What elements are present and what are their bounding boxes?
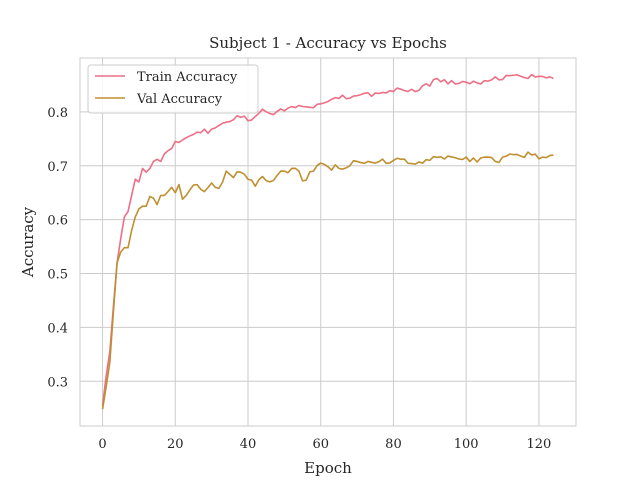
legend-box [87,64,259,114]
legend-label-train-accuracy: Train Accuracy [137,70,238,85]
series-line-val-accuracy [101,151,554,410]
grid-lines [80,58,576,426]
x-tick-label: 20 [167,437,184,452]
y-tick-label: 0.8 [47,106,68,121]
x-tick-label: 80 [385,437,402,452]
x-axis-label: Epoch [304,459,352,477]
x-tick-label: 100 [454,437,479,452]
y-tick-label: 0.3 [47,375,68,390]
x-axis-ticks: 0 20 40 60 80 100 120 [98,437,551,452]
series-lines [101,73,554,410]
series-line-train-accuracy [101,73,554,406]
y-axis-label: Accuracy [19,206,37,278]
x-tick-label: 0 [98,437,106,452]
chart-title: Subject 1 - Accuracy vs Epochs [209,34,447,52]
y-tick-label: 0.5 [47,268,68,283]
x-tick-label: 60 [312,437,329,452]
y-tick-label: 0.7 [47,160,68,175]
plot-area-frame [79,57,577,427]
x-tick-label: 120 [526,437,551,452]
y-axis-ticks: 0.3 0.4 0.5 0.6 0.7 0.8 [47,106,68,390]
legend-label-val-accuracy: Val Accuracy [136,92,223,107]
y-tick-label: 0.4 [47,321,68,336]
legend: Train Accuracy Val Accuracy [87,64,259,114]
x-tick-label: 40 [240,437,257,452]
y-tick-label: 0.6 [47,214,68,229]
